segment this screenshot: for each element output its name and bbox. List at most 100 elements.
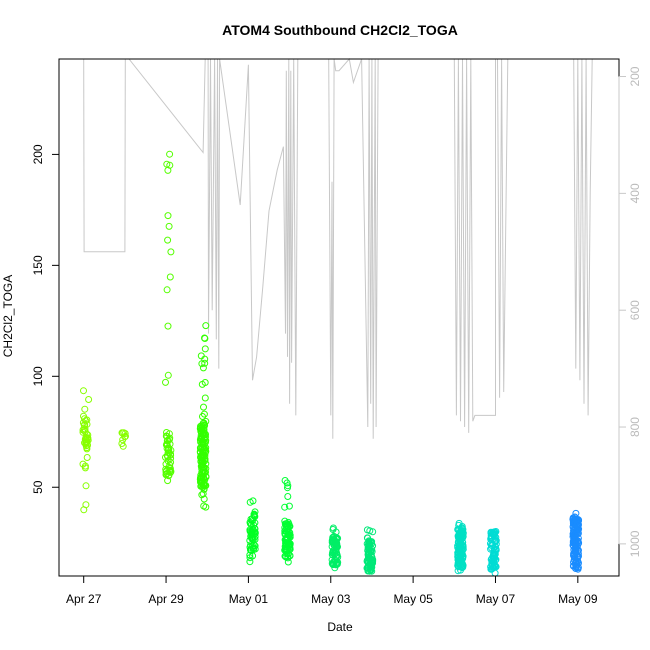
- x-axis: Apr 27 Apr 29 May 01 May 03 May 05 May 07 May …: [66, 575, 598, 606]
- data-point: [79, 426, 87, 434]
- data-point: [573, 526, 581, 534]
- data-point: [574, 550, 582, 558]
- data-point: [198, 491, 206, 499]
- data-point: [119, 436, 127, 444]
- data-point: [197, 352, 205, 360]
- x-tick-label: Apr 27: [66, 592, 102, 606]
- data-point: [201, 394, 209, 402]
- data-point: [487, 532, 495, 539]
- data-point: [487, 535, 495, 543]
- data-point: [368, 563, 375, 571]
- data-point: [165, 222, 173, 230]
- data-point: [574, 557, 582, 565]
- data-point: [201, 345, 209, 353]
- data-point: [249, 526, 257, 534]
- data-point: [459, 553, 467, 561]
- data-point: [79, 460, 87, 468]
- data-point: [365, 554, 373, 562]
- data-point: [246, 526, 254, 534]
- data-point: [198, 380, 206, 388]
- data-point: [197, 482, 205, 490]
- data-point: [456, 529, 464, 537]
- data-point: [201, 469, 208, 477]
- y-tick-label: 50: [31, 480, 45, 494]
- data-point: [201, 334, 208, 342]
- data-point: [162, 378, 169, 386]
- data-point: [569, 518, 577, 526]
- data-point: [282, 520, 290, 528]
- data-point: [364, 542, 372, 550]
- data-point: [368, 538, 376, 546]
- right-tick-label: 800: [628, 417, 642, 437]
- right-tick-label: 400: [628, 183, 642, 203]
- data-point: [197, 424, 205, 432]
- y-tick-label: 100: [31, 366, 45, 386]
- data-point: [197, 474, 204, 482]
- data-point: [284, 545, 291, 553]
- data-point: [283, 535, 291, 543]
- data-point: [286, 552, 294, 560]
- data-point: [249, 552, 257, 560]
- right-axis: 200 400 600 800 1000: [618, 66, 642, 557]
- data-point: [454, 560, 462, 568]
- data-point: [455, 525, 463, 533]
- data-point: [163, 440, 171, 448]
- data-point: [82, 482, 90, 490]
- data-point: [165, 463, 173, 471]
- data-point: [81, 421, 89, 429]
- data-point: [167, 450, 174, 458]
- data-point: [329, 535, 337, 543]
- x-tick-label: May 01: [229, 592, 269, 606]
- data-point: [83, 430, 91, 438]
- data-point: [331, 539, 339, 547]
- data-point: [366, 527, 374, 535]
- data-point: [572, 564, 579, 572]
- data-point: [364, 544, 372, 552]
- data-point: [201, 359, 209, 367]
- data-point: [164, 322, 172, 330]
- x-tick-label: May 05: [393, 592, 433, 606]
- data-point: [363, 557, 371, 565]
- y-tick-label: 150: [31, 255, 45, 275]
- data-point: [162, 432, 170, 440]
- data-point: [456, 547, 464, 555]
- plot-frame: [58, 58, 620, 577]
- data-point: [199, 490, 207, 498]
- y-axis: 50 100 150 200: [31, 144, 59, 494]
- pressure-trace-line: [59, 57, 593, 439]
- data-point: [490, 546, 498, 553]
- right-tick-label: 200: [628, 66, 642, 86]
- data-point: [251, 545, 259, 553]
- x-tick-label: Apr 29: [148, 592, 184, 606]
- x-axis-label: Date: [327, 620, 353, 634]
- data-point: [458, 546, 466, 554]
- data-point: [82, 417, 90, 425]
- data-point: [573, 542, 581, 550]
- data-point: [246, 558, 254, 566]
- data-point: [366, 545, 374, 553]
- data-point: [83, 454, 91, 461]
- data-point: [490, 555, 498, 563]
- data-point: [282, 539, 290, 546]
- data-point: [166, 161, 174, 169]
- data-point: [199, 438, 207, 446]
- data-point: [166, 273, 174, 281]
- data-point: [198, 360, 206, 368]
- x-tick-label: May 09: [558, 592, 598, 606]
- right-tick-label: 600: [628, 300, 642, 320]
- data-point: [281, 477, 289, 484]
- chart-title: ATOM4 Southbound CH2Cl2_TOGA: [222, 22, 458, 38]
- x-tick-label: May 07: [476, 592, 516, 606]
- data-point: [251, 542, 259, 550]
- data-point: [164, 212, 172, 220]
- data-point: [363, 534, 371, 542]
- data-points-layer: [79, 150, 583, 577]
- data-point: [330, 560, 338, 568]
- data-point: [197, 427, 205, 435]
- data-point: [487, 563, 495, 571]
- data-point: [282, 536, 290, 544]
- data-point: [81, 405, 89, 413]
- data-point: [200, 466, 208, 474]
- y-axis-label: CH2Cl2_TOGA: [1, 275, 15, 357]
- data-point: [251, 513, 259, 521]
